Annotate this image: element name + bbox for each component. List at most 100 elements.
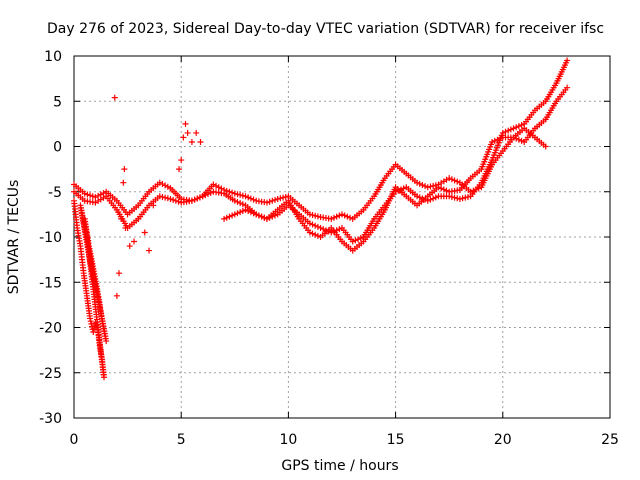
track-b-point	[462, 194, 469, 201]
track-a-point	[312, 212, 319, 219]
track-b-point	[207, 189, 214, 196]
spikes-point	[126, 243, 133, 250]
axis-ticks: 0 5 10 15 20 25 10 5 0 -5 -10 -15 -20 -25 -30	[39, 49, 619, 448]
early-drop-point	[87, 318, 94, 325]
track-c-point	[258, 213, 265, 220]
track-b-point	[194, 195, 201, 202]
track-c-point	[226, 213, 233, 220]
track-a-point	[84, 191, 91, 198]
track-b-point	[427, 196, 434, 203]
y-axis-title: SDTVAR / TECUs	[6, 180, 22, 295]
track-a-point	[231, 190, 238, 197]
x-tick-label: 5	[177, 432, 186, 448]
track-c-point	[489, 138, 496, 145]
track-b-point	[314, 223, 321, 230]
track-a-point	[156, 179, 163, 186]
track-a-point	[226, 188, 233, 195]
spikes-point	[146, 247, 153, 254]
track-a-point	[89, 193, 96, 200]
track-a-point	[229, 189, 236, 196]
track-a-point	[424, 184, 431, 191]
track-a-point	[164, 183, 171, 190]
y-tick-label: -15	[39, 275, 62, 291]
spikes-point	[113, 292, 120, 299]
track-b-point	[336, 226, 343, 233]
track-a-point	[242, 193, 249, 200]
spikes-point	[197, 138, 204, 145]
track-a-point	[339, 211, 345, 218]
spikes-point	[121, 166, 128, 173]
track-b-point	[164, 195, 171, 202]
track-c-point	[443, 187, 450, 194]
y-tick-label: -20	[39, 321, 62, 337]
track-c-point	[242, 206, 249, 213]
track-a-point	[239, 192, 246, 199]
track-b-point	[306, 220, 313, 227]
track-b-point	[237, 200, 244, 207]
track-c-point	[440, 186, 447, 193]
spikes-point	[131, 238, 138, 245]
early-drop-point	[87, 315, 94, 322]
track-a-point	[237, 191, 244, 198]
x-tick-label: 20	[494, 432, 512, 448]
track-c-point	[518, 137, 525, 144]
track-a-point	[215, 184, 222, 191]
track-c-point	[245, 207, 252, 214]
track-b-point	[355, 236, 362, 243]
track-a-point	[451, 177, 458, 184]
spikes-point	[188, 138, 195, 145]
track-a-point	[448, 176, 455, 183]
track-a-point	[282, 193, 289, 200]
track-c-point	[314, 232, 321, 239]
track-a-point	[250, 196, 257, 203]
track-c-point	[312, 231, 319, 238]
track-b-point	[564, 57, 571, 64]
spikes-point	[111, 94, 118, 101]
track-c-point	[247, 209, 254, 216]
track-b-point	[317, 224, 324, 231]
spikes-point	[141, 229, 148, 236]
spikes-point	[150, 202, 157, 209]
track-a-point	[269, 197, 276, 204]
track-b-point	[518, 122, 525, 129]
data-markers	[71, 57, 571, 381]
track-b-point	[400, 185, 407, 192]
track-a-point	[416, 180, 423, 187]
track-b-point	[312, 222, 319, 229]
track-a-point	[454, 178, 461, 185]
track-c-point	[250, 210, 257, 217]
y-tick-label: 0	[53, 140, 62, 156]
track-c-point	[497, 135, 504, 142]
track-b-point	[456, 195, 463, 202]
track-c-point	[491, 137, 498, 144]
track-c-point	[221, 215, 228, 222]
track-b-point	[448, 193, 455, 200]
track-a-point	[213, 182, 220, 189]
track-c-point	[253, 211, 260, 218]
track-b-point	[172, 197, 179, 204]
y-tick-label: -30	[39, 411, 62, 427]
x-tick-label: 25	[601, 432, 619, 448]
early-drop-point	[88, 320, 95, 327]
track-a-point	[427, 183, 434, 190]
track-b-point	[430, 195, 437, 202]
x-axis-title: GPS time / hours	[281, 458, 398, 474]
track-b-point	[191, 196, 198, 203]
track-a-point	[341, 212, 348, 219]
track-c-point	[438, 185, 445, 192]
spikes-point	[182, 120, 189, 127]
spikes-point	[178, 157, 185, 164]
track-a-point	[330, 214, 337, 221]
track-b-point	[357, 235, 364, 242]
track-a-point	[328, 215, 335, 222]
track-a-point	[347, 214, 354, 221]
track-c-point	[435, 184, 442, 191]
track-c-point	[306, 229, 313, 236]
track-c-point	[494, 136, 501, 143]
track-b-point	[159, 193, 166, 200]
y-tick-label: -10	[39, 230, 62, 246]
track-a-point	[314, 213, 321, 220]
track-b-point	[205, 191, 211, 198]
track-b-point	[170, 196, 177, 203]
